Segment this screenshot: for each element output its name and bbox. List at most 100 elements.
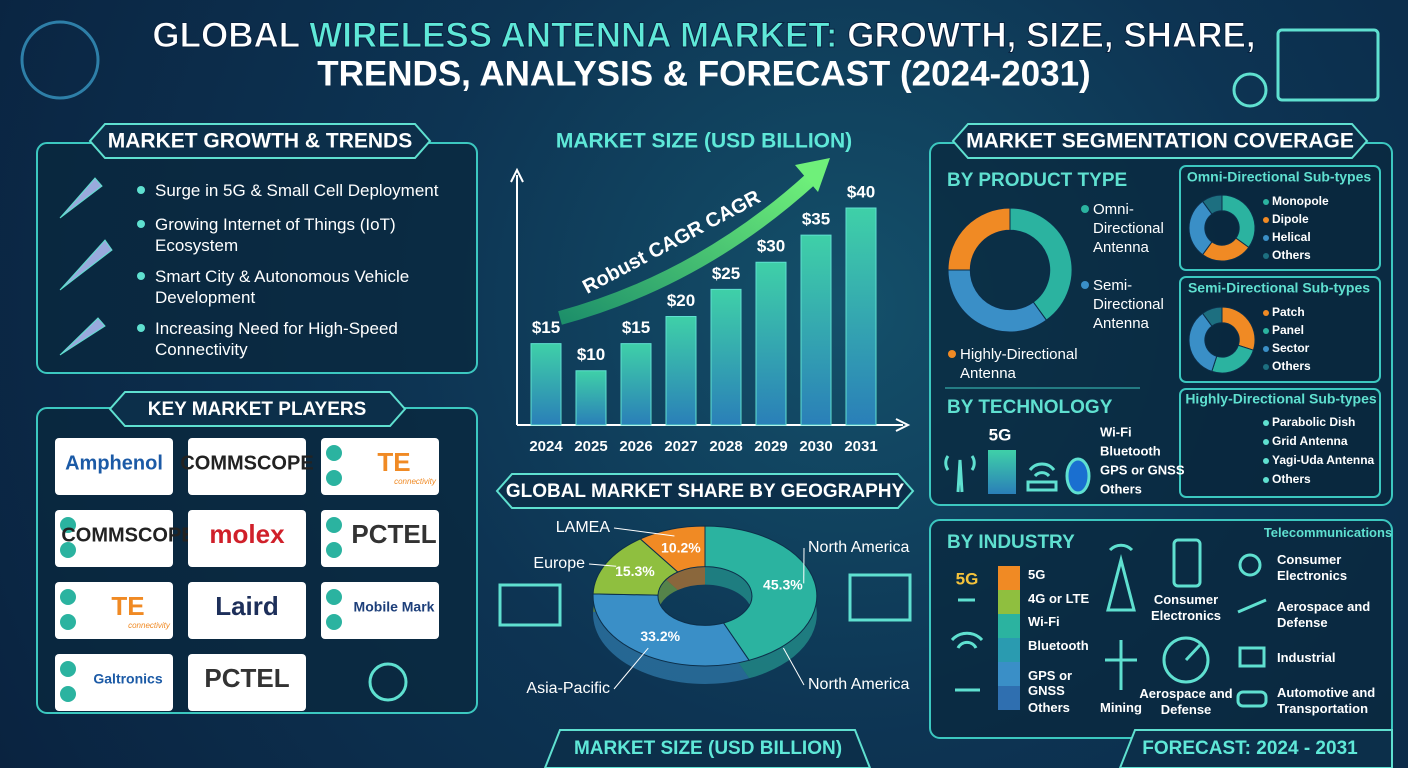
- value-label: $35: [802, 210, 830, 229]
- badge: 5G: [956, 569, 979, 588]
- logo-name: TE: [111, 591, 144, 621]
- x-tick-label: 2024: [529, 438, 563, 455]
- bar: [620, 343, 652, 426]
- legend-dot: [1263, 439, 1269, 445]
- logo-name: COMMSCOPE: [61, 524, 194, 546]
- legend-label: Others: [1272, 248, 1311, 262]
- chart-title: Semi-Directional Sub-types: [1188, 280, 1370, 296]
- header-pill: [495, 473, 915, 509]
- legend-dot: [1263, 235, 1269, 241]
- avatar: [326, 614, 342, 630]
- industry-label: Mining: [1100, 700, 1142, 715]
- value-label: $30: [757, 237, 785, 256]
- logo-card: [321, 582, 439, 639]
- leader-line: [588, 563, 617, 567]
- x-tick-label: 2027: [664, 438, 697, 455]
- bar: [575, 370, 607, 426]
- legend-swatch: [998, 614, 1020, 638]
- section-title: MARKET GROWTH & TRENDS: [108, 130, 412, 153]
- title: TRENDS, ANALYSIS & FORECAST (2024-2031): [317, 54, 1090, 93]
- bar: [710, 288, 742, 426]
- slice: [592, 593, 750, 667]
- legend-label: Parabolic Dish: [1272, 415, 1355, 429]
- logo-card: [55, 510, 173, 567]
- leader-line: [613, 527, 675, 537]
- bullet: [137, 324, 145, 332]
- legend-label: Others: [1028, 700, 1070, 715]
- logo-name: PCTEL: [204, 663, 289, 693]
- chart-title: Omni-Directional Sub-types: [1187, 169, 1372, 185]
- header-pill: [951, 123, 1369, 159]
- industry-label: Consumer Electronics: [1277, 552, 1348, 583]
- header-pill: [108, 391, 407, 427]
- decor: [20, 20, 1380, 702]
- legend-label: 4G or LTE: [1028, 591, 1090, 606]
- legend-label: Helical: [1272, 230, 1311, 244]
- logo-name: Amphenol: [65, 452, 163, 474]
- legend-dot: [1263, 420, 1269, 426]
- footer-label: MARKET SIZE (USD BILLION): [574, 738, 842, 759]
- slice: [704, 525, 818, 661]
- bar: [800, 234, 832, 426]
- slice: [1201, 194, 1223, 215]
- section-title: KEY MARKET PLAYERS: [148, 399, 367, 420]
- title: GLOBAL WIRELESS ANTENNA MARKET: GROWTH, …: [152, 16, 1255, 55]
- x-tick-label: 2026: [619, 438, 652, 455]
- industry-icons: [950, 538, 1268, 708]
- bullet: [137, 272, 145, 280]
- logo-name: Mobile Mark: [354, 599, 435, 615]
- title-part: GROWTH, SIZE, SHARE,: [838, 16, 1256, 55]
- value-label: $20: [667, 291, 695, 310]
- axis-arrow: [510, 167, 911, 432]
- badge: 5G: [989, 425, 1012, 444]
- legend-label: Yagi-Uda Antenna: [1272, 453, 1375, 467]
- industry-label: Consumer Electronics: [1150, 592, 1222, 623]
- avatar: [326, 542, 342, 558]
- legend-dot: [1263, 346, 1269, 352]
- subtype-title: Highly-Directional Sub-types: [1185, 391, 1377, 407]
- legend-label: Others: [1272, 472, 1311, 486]
- avatar: [60, 686, 76, 702]
- bar: [755, 261, 787, 426]
- bar: [530, 343, 562, 426]
- bullet: [137, 186, 145, 194]
- legend-label: Semi-Directional Antenna: [1093, 277, 1164, 332]
- slice: [947, 207, 1011, 271]
- logo-card: [55, 654, 173, 711]
- value-label: 33.2%: [640, 628, 680, 644]
- logo-sub: connectivity: [394, 477, 437, 486]
- tech-icons: [944, 455, 1091, 495]
- legend-label: Dipole: [1272, 212, 1309, 226]
- tech-item: Wi-Fi: [1100, 424, 1132, 439]
- header-pill: [88, 123, 432, 159]
- bar: [845, 207, 877, 426]
- avatar: [60, 542, 76, 558]
- logo-name: PCTEL: [351, 519, 436, 549]
- legend-label: GPS or GNSS: [1028, 668, 1073, 698]
- avatar: [60, 614, 76, 630]
- title-part: WIRELESS ANTENNA MARKET:: [309, 16, 837, 55]
- chart-title: BY PRODUCT TYPE: [947, 170, 1127, 191]
- legend-dot: [1263, 364, 1269, 370]
- tech-item: GPS or GNSS: [1100, 462, 1185, 477]
- legend-dot: [1081, 205, 1089, 213]
- logo-card: [55, 438, 173, 495]
- legend-dot: [1263, 328, 1269, 334]
- logo-name: molex: [209, 519, 285, 549]
- avatar: [326, 445, 342, 461]
- section-title: MARKET SEGMENTATION COVERAGE: [966, 130, 1354, 153]
- industry-label: Aerospace and Defense: [1139, 686, 1233, 717]
- logo-card: [188, 438, 306, 495]
- legend-swatch: [998, 566, 1020, 590]
- value-label: 45.3%: [763, 577, 803, 593]
- logo-name: TE: [377, 447, 410, 477]
- industry-label: Telecommunications: [1263, 525, 1393, 540]
- slice: [1188, 312, 1218, 373]
- annotation: North America: [808, 676, 909, 693]
- logo-name: Laird: [215, 591, 279, 621]
- logo-card: [321, 510, 439, 567]
- legend-label: Patch: [1272, 305, 1305, 319]
